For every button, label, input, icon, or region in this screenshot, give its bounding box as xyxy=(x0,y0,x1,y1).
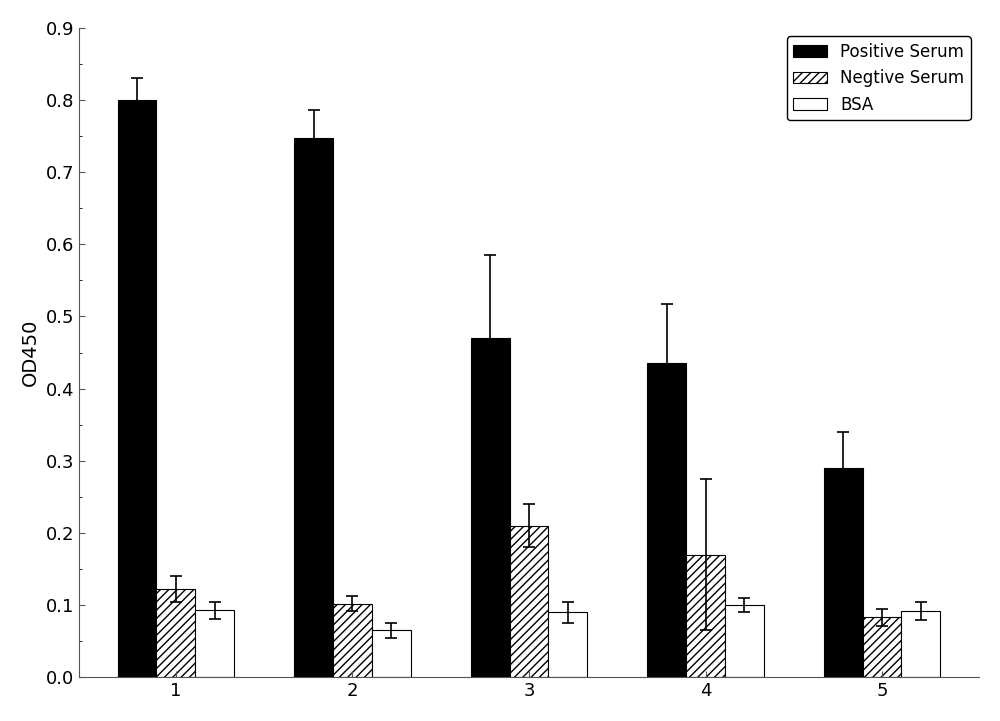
Bar xyxy=(471,338,510,677)
Bar xyxy=(156,589,195,677)
Legend: Positive Serum, Negtive Serum, BSA: Positive Serum, Negtive Serum, BSA xyxy=(787,36,971,120)
Y-axis label: OD450: OD450 xyxy=(21,319,40,386)
Bar xyxy=(372,630,411,677)
Bar xyxy=(686,554,725,677)
Bar xyxy=(333,603,372,677)
Bar xyxy=(725,605,764,677)
Bar xyxy=(118,100,156,677)
Bar xyxy=(548,612,587,677)
Bar xyxy=(824,468,863,677)
Bar xyxy=(294,138,333,677)
Bar xyxy=(863,617,901,677)
Bar xyxy=(195,610,234,677)
Bar xyxy=(510,526,548,677)
Bar xyxy=(901,611,940,677)
Bar xyxy=(647,363,686,677)
